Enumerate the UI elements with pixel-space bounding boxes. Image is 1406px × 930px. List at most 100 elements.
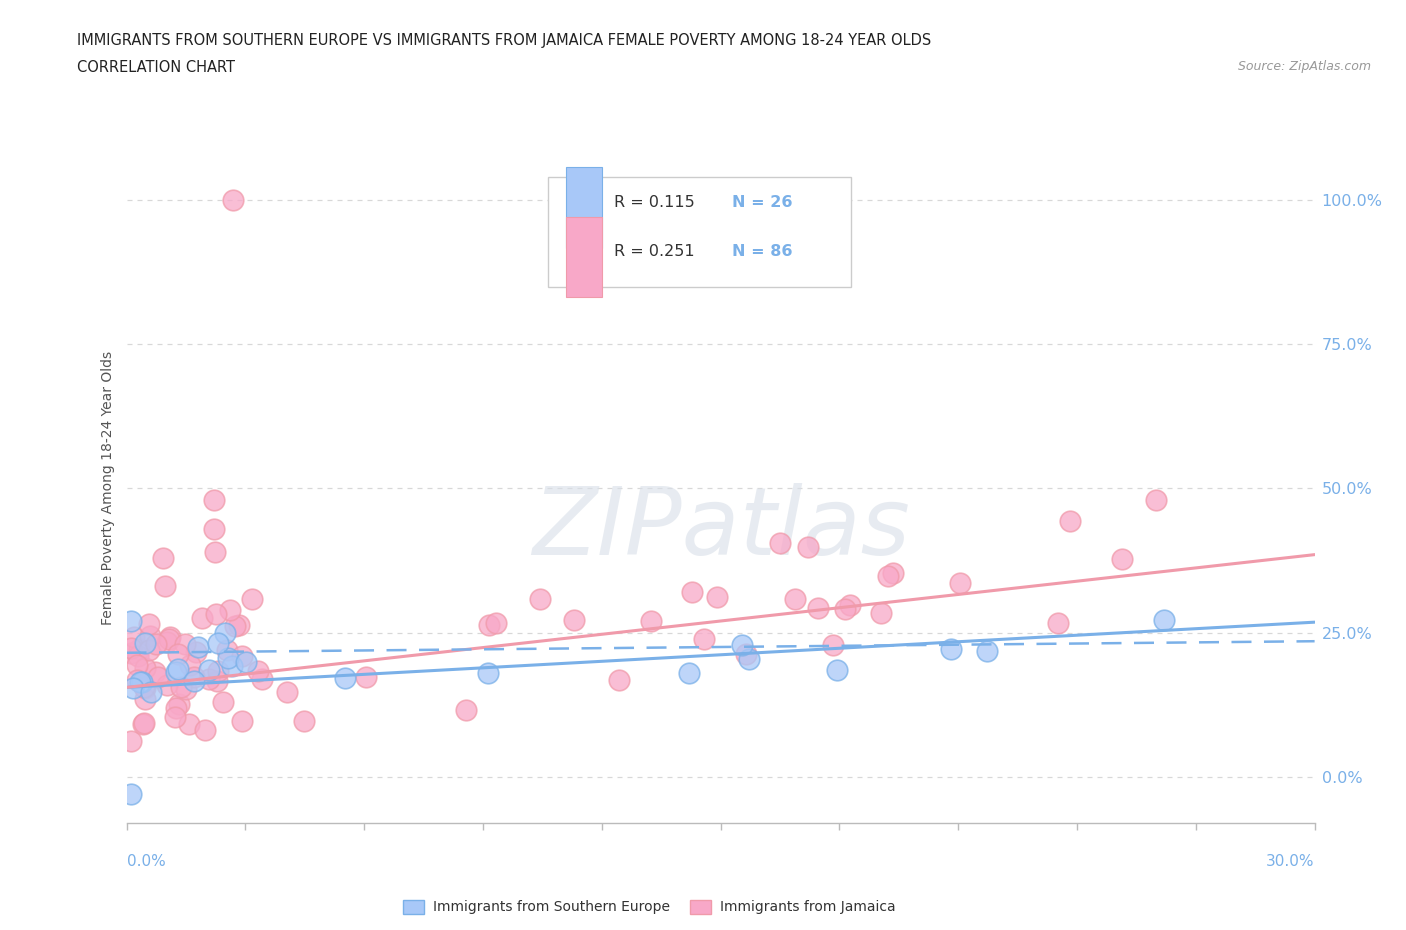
Point xyxy=(167,697,190,711)
Text: N = 26: N = 26 xyxy=(733,194,793,209)
Point xyxy=(127,648,149,663)
Point xyxy=(1047,616,1070,631)
Point xyxy=(693,631,716,646)
Point xyxy=(207,636,229,651)
Point xyxy=(174,637,197,652)
Point xyxy=(219,603,242,618)
Point xyxy=(825,662,848,677)
Point xyxy=(1153,613,1175,628)
Point xyxy=(134,661,156,676)
Point xyxy=(212,695,235,710)
Point xyxy=(333,671,356,685)
Point xyxy=(231,713,253,728)
Point xyxy=(222,193,245,207)
Point xyxy=(165,664,187,679)
Point xyxy=(174,681,197,696)
Text: R = 0.251: R = 0.251 xyxy=(613,245,695,259)
Point xyxy=(949,576,972,591)
Point xyxy=(156,678,179,693)
Point xyxy=(125,658,148,672)
Text: CORRELATION CHART: CORRELATION CHART xyxy=(77,60,235,75)
Point xyxy=(157,631,180,646)
Point xyxy=(207,663,229,678)
Point xyxy=(204,544,226,559)
Point xyxy=(120,641,142,656)
Point xyxy=(235,655,257,670)
Point xyxy=(941,642,963,657)
Point xyxy=(735,646,758,661)
Text: 0.0%: 0.0% xyxy=(127,854,166,869)
Point xyxy=(145,637,167,652)
Legend: Immigrants from Southern Europe, Immigrants from Jamaica: Immigrants from Southern Europe, Immigra… xyxy=(398,894,901,920)
Point xyxy=(138,643,160,658)
Point xyxy=(477,666,499,681)
Point xyxy=(1059,513,1081,528)
Text: 30.0%: 30.0% xyxy=(1267,854,1315,869)
Point xyxy=(823,637,845,652)
Point xyxy=(125,672,148,687)
Point xyxy=(134,635,156,650)
Point xyxy=(869,605,891,620)
Point xyxy=(807,601,830,616)
Text: IMMIGRANTS FROM SOUTHERN EUROPE VS IMMIGRANTS FROM JAMAICA FEMALE POVERTY AMONG : IMMIGRANTS FROM SOUTHERN EUROPE VS IMMIG… xyxy=(77,33,932,47)
Text: R = 0.115: R = 0.115 xyxy=(613,194,695,209)
FancyBboxPatch shape xyxy=(567,167,602,247)
Point xyxy=(731,637,754,652)
Point xyxy=(1144,492,1167,507)
Point xyxy=(205,606,228,621)
Text: Source: ZipAtlas.com: Source: ZipAtlas.com xyxy=(1237,60,1371,73)
Point xyxy=(186,644,208,659)
FancyBboxPatch shape xyxy=(567,217,602,298)
Point xyxy=(139,629,162,644)
Point xyxy=(139,684,162,699)
Point xyxy=(128,641,150,656)
Point xyxy=(834,601,856,616)
Point xyxy=(170,680,193,695)
Point xyxy=(166,662,188,677)
Point xyxy=(224,618,246,633)
Point xyxy=(276,684,298,699)
Point xyxy=(478,618,501,632)
Point xyxy=(678,665,700,680)
Point xyxy=(562,613,585,628)
Point xyxy=(128,674,150,689)
Point xyxy=(242,591,264,606)
Point xyxy=(177,717,200,732)
Text: ZIPatlas: ZIPatlas xyxy=(531,483,910,574)
Point xyxy=(207,673,229,688)
Point xyxy=(202,521,225,536)
Point xyxy=(202,492,225,507)
Point xyxy=(785,591,807,606)
Point xyxy=(122,681,145,696)
Point xyxy=(738,652,761,667)
Point xyxy=(356,670,378,684)
Point xyxy=(796,539,818,554)
Point xyxy=(138,617,160,631)
Point xyxy=(228,618,250,632)
Point xyxy=(183,670,205,684)
Point xyxy=(231,648,253,663)
Point xyxy=(214,626,236,641)
Point xyxy=(120,645,142,660)
Point xyxy=(134,679,156,694)
Point xyxy=(179,658,201,672)
Point xyxy=(221,658,243,673)
Point xyxy=(215,643,238,658)
Point xyxy=(132,717,155,732)
Point xyxy=(120,734,142,749)
Point xyxy=(167,646,190,661)
Point xyxy=(976,643,998,658)
Point xyxy=(143,664,166,679)
Point xyxy=(187,640,209,655)
Point xyxy=(194,723,217,737)
Point xyxy=(681,584,703,599)
Point xyxy=(156,635,179,650)
Point xyxy=(292,714,315,729)
Point xyxy=(485,616,508,631)
Point xyxy=(165,700,187,715)
Point xyxy=(134,691,156,706)
Point xyxy=(191,611,214,626)
Point xyxy=(529,591,551,606)
Point xyxy=(877,568,900,583)
Y-axis label: Female Poverty Among 18-24 Year Olds: Female Poverty Among 18-24 Year Olds xyxy=(101,352,115,625)
